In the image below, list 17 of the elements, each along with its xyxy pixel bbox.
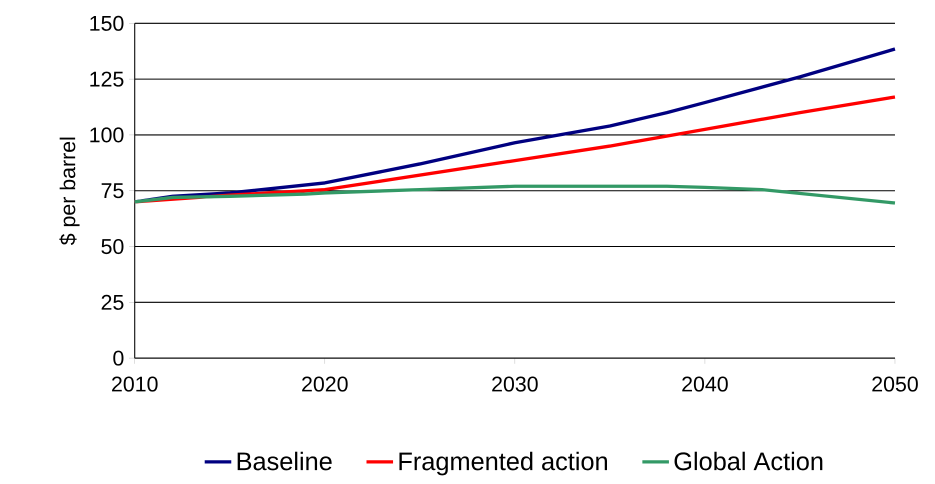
legend-label: Fragmented action (399, 452, 607, 476)
y-tick-label: 100 (90, 127, 124, 142)
x-tick-label: 2040 (682, 376, 728, 392)
x-tick-label: 2030 (492, 376, 538, 392)
x-tick-label: 2010 (112, 376, 158, 392)
y-tick-label: 25 (102, 294, 124, 310)
y-tick-label: 125 (90, 72, 124, 87)
y-axis-title: $ per barrel (59, 138, 80, 245)
x-tick-label: 2020 (302, 376, 348, 392)
y-tick-label: 150 (90, 16, 124, 31)
legend-label: Baseline (238, 452, 332, 470)
line-series (133, 184, 897, 205)
legend-label: Global Action (674, 452, 822, 470)
y-tick-label: 0 (113, 350, 124, 366)
y-tick-label: 75 (102, 183, 124, 198)
y-tick-label: 50 (101, 238, 124, 254)
x-tick-label: 2050 (872, 376, 918, 392)
